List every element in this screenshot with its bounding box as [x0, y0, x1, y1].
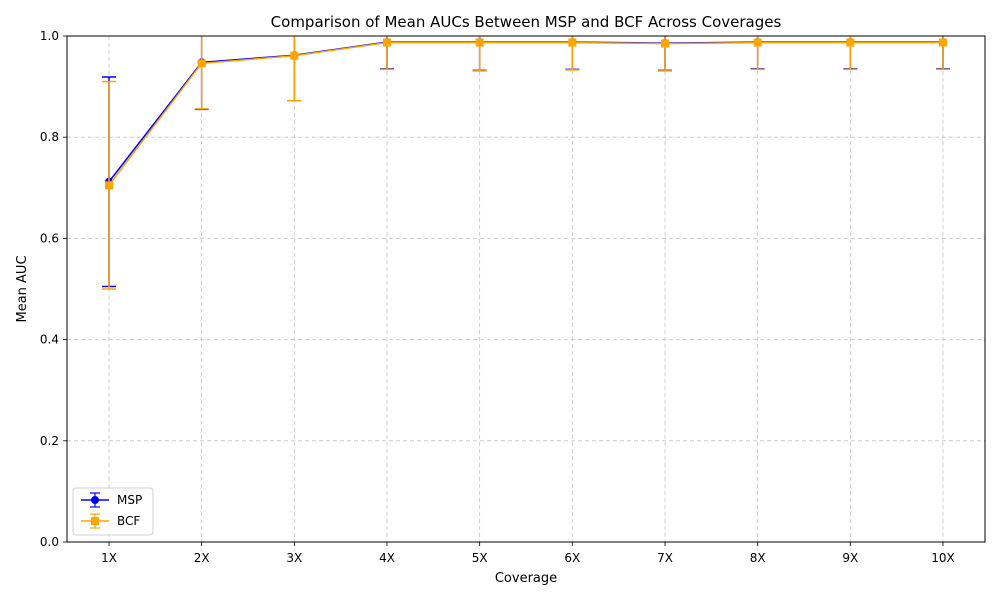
x-tick-label: 4X [379, 551, 395, 565]
plot-frame [66, 35, 986, 543]
data-point [197, 59, 206, 68]
legend: MSP BCF [72, 487, 154, 536]
x-axis-label: Coverage [495, 571, 557, 586]
series-bcf [102, 36, 950, 290]
legend-marker [91, 496, 99, 504]
y-tick-label: 1.0 [40, 29, 59, 43]
data-point [661, 39, 669, 48]
y-axis: 0.0 0.2 0.4 0.6 0.8 1.0 [40, 29, 67, 549]
legend-label: BCF [117, 514, 140, 528]
data-point [568, 38, 577, 47]
x-tick-label: 6X [564, 551, 580, 565]
x-tick-label: 7X [657, 551, 673, 565]
data-point [290, 51, 299, 60]
x-tick-label: 1X [101, 551, 117, 565]
y-tick-label: 0.4 [40, 333, 59, 347]
legend-label: MSP [117, 493, 142, 507]
legend-entry-bcf: BCF [81, 513, 140, 529]
plot-area [102, 36, 950, 290]
chart-title: Comparison of Mean AUCs Between MSP and … [271, 13, 782, 31]
y-tick-label: 0.0 [40, 535, 59, 549]
legend-entry-msp: MSP [81, 492, 142, 508]
x-tick-label: 8X [750, 551, 766, 565]
y-tick-label: 0.8 [40, 130, 59, 144]
x-tick-label: 2X [194, 551, 210, 565]
legend-marker [91, 517, 99, 525]
x-axis: 1X 2X 3X 4X 5X 6X 7X 8X 9X 10X [101, 542, 955, 565]
data-point [383, 38, 391, 47]
data-point [475, 38, 484, 47]
x-tick-label: 5X [472, 551, 488, 565]
y-axis-label: Mean AUC [15, 255, 30, 322]
x-tick-label: 10X [931, 551, 955, 565]
data-point [939, 38, 947, 47]
data-point [846, 38, 855, 47]
series-line [108, 41, 943, 186]
data-point [753, 38, 762, 47]
x-tick-label: 9X [842, 551, 858, 565]
y-tick-label: 0.2 [40, 434, 59, 448]
data-point [105, 181, 113, 190]
x-tick-label: 3X [286, 551, 302, 565]
y-tick-label: 0.6 [40, 231, 59, 245]
